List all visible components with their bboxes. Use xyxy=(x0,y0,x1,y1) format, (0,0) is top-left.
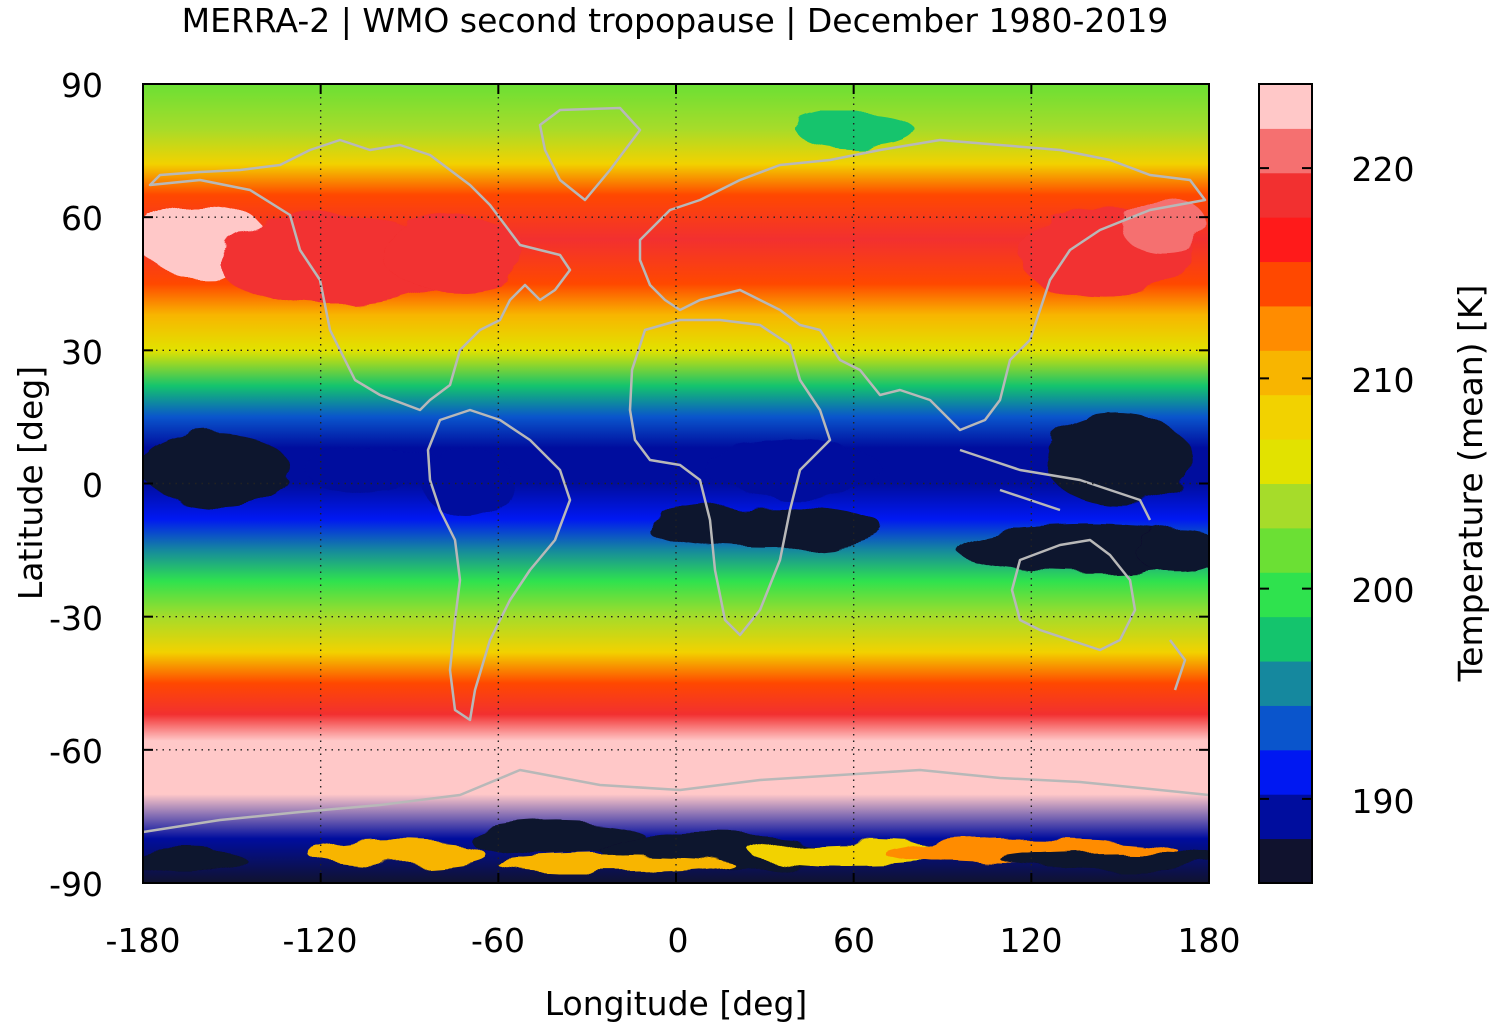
colorbar-tick-label: 210 xyxy=(1352,361,1415,400)
temperature-anomaly-patch xyxy=(143,434,292,506)
temperature-anomaly-patch xyxy=(646,505,884,551)
colorbar-band xyxy=(1259,572,1312,618)
axis-ticks xyxy=(142,83,1210,884)
colorbar-band xyxy=(1259,527,1312,573)
temperature-anomaly-patch xyxy=(1001,851,1209,870)
colorbar-band xyxy=(1259,305,1312,351)
coastline-greenland xyxy=(538,106,642,202)
colorbar-tick-label: 200 xyxy=(1352,571,1415,610)
colorbar-band xyxy=(1259,794,1312,840)
temperature-anomaly-patch xyxy=(468,820,647,857)
coastline-north-america xyxy=(148,138,572,412)
temperature-anomaly-patch xyxy=(143,847,247,875)
coastline-maritime-continent xyxy=(959,448,1187,691)
y-tick-label: -30 xyxy=(49,599,103,638)
y-tick-label: 0 xyxy=(82,466,103,505)
colorbar-band xyxy=(1259,217,1312,263)
y-tick-label: -90 xyxy=(49,865,103,904)
y-tick-label: 60 xyxy=(61,199,103,238)
colorbar-band xyxy=(1259,749,1312,795)
temperature-anomaly-patch xyxy=(305,447,454,493)
colorbar xyxy=(1259,84,1312,884)
chart-title: MERRA-2 | WMO second tropopause | Decemb… xyxy=(182,1,1169,40)
x-tick-labels: -180 -120 -60 0 60 120 180 xyxy=(106,921,1241,960)
temperature-anomaly-patch xyxy=(1134,527,1209,573)
colorbar-band xyxy=(1259,661,1312,706)
colorbar-band xyxy=(1259,350,1312,396)
coastline-antarctica xyxy=(143,768,1209,834)
x-tick-label: -60 xyxy=(471,921,525,960)
colorbar-band xyxy=(1259,128,1312,174)
y-tick-labels: 90 60 30 0 -30 -60 -90 xyxy=(49,66,103,904)
colorbar-frame xyxy=(1258,83,1313,884)
colorbar-band xyxy=(1259,84,1312,129)
y-tick-label: 30 xyxy=(61,333,103,372)
colorbar-band xyxy=(1259,838,1312,884)
x-tick-label: 60 xyxy=(833,921,875,960)
colorbar-band xyxy=(1259,439,1312,484)
x-tick-label: -120 xyxy=(283,921,358,960)
colorbar-tick-label: 220 xyxy=(1352,150,1415,189)
colorbar-band xyxy=(1259,705,1312,751)
colorbar-band xyxy=(1259,172,1312,218)
temperature-anomaly-patch xyxy=(305,838,484,866)
colorbar-label: Temperature (mean) [K] xyxy=(1451,285,1490,683)
temperature-anomaly-patch xyxy=(498,856,736,875)
colorbar-band xyxy=(1259,483,1312,529)
y-tick-label: -60 xyxy=(49,732,103,771)
colorbar-tick-labels: 190 200 210 220 xyxy=(1352,150,1415,821)
coastline-africa xyxy=(628,318,832,637)
y-tick-label: 90 xyxy=(61,66,103,105)
gridlines xyxy=(143,84,1209,883)
colorbar-band xyxy=(1259,394,1312,440)
coastlines xyxy=(143,106,1209,834)
x-tick-label: -180 xyxy=(106,921,181,960)
colorbar-tick-label: 190 xyxy=(1352,782,1415,821)
colorbar-band xyxy=(1259,261,1312,307)
coastline-south-america xyxy=(426,408,572,722)
x-tick-label: 180 xyxy=(1178,921,1241,960)
temperature-anomaly-patch xyxy=(794,110,913,147)
y-axis-label: Latitude [deg] xyxy=(11,366,50,600)
coastline-europe-asia xyxy=(638,138,1207,432)
map-plot-area xyxy=(143,84,1209,883)
x-tick-label: 120 xyxy=(1000,921,1063,960)
x-axis-label: Longitude [deg] xyxy=(545,984,808,1023)
x-tick-label: 0 xyxy=(668,921,689,960)
temperature-anomaly-patch xyxy=(379,217,528,289)
colorbar-band xyxy=(1259,616,1312,662)
colorbar-ticks xyxy=(1259,167,1312,800)
coastline-australia xyxy=(1010,538,1137,652)
